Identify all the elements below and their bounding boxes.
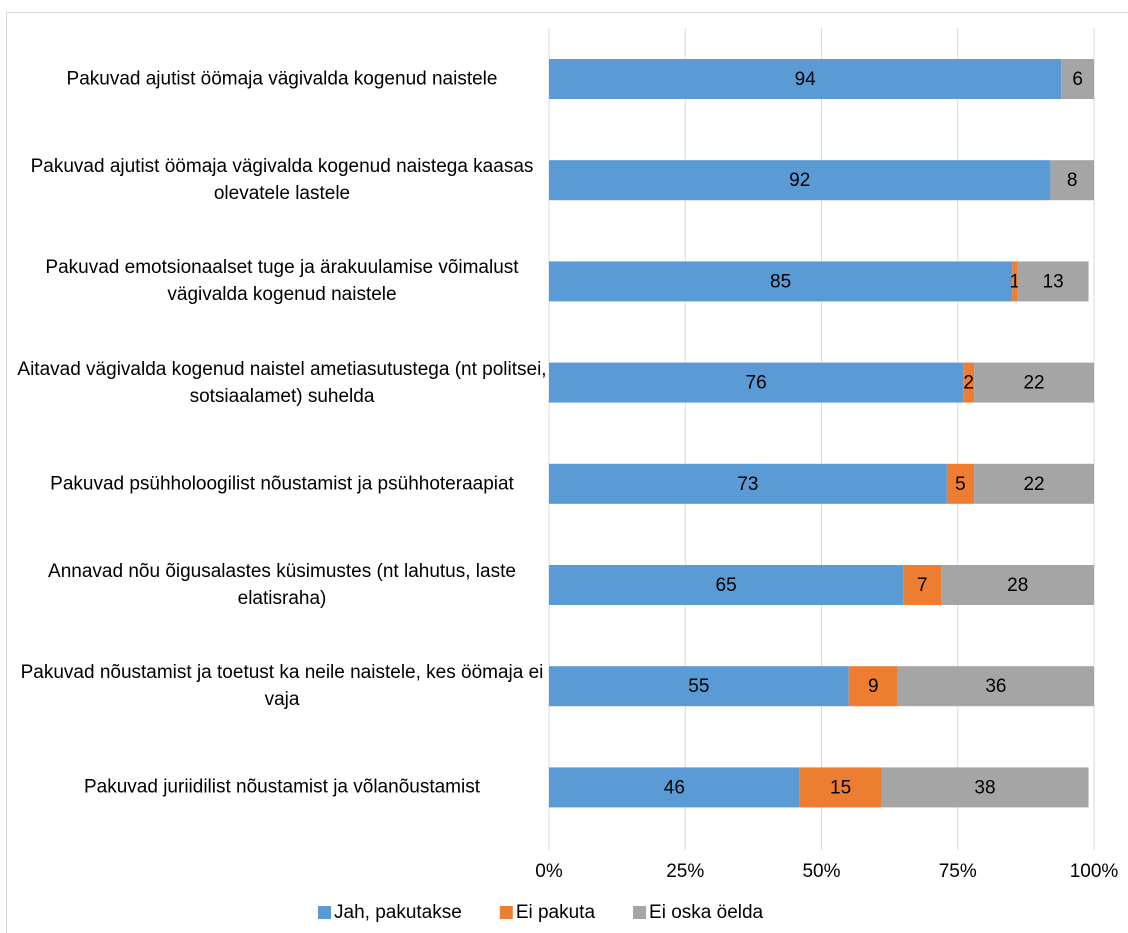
- bar-segment: [974, 463, 1094, 504]
- data-label: 73: [737, 474, 758, 495]
- legend-swatch: [633, 906, 647, 919]
- category-label: Pakuvad psühholoogilist nõustamist ja ps…: [50, 473, 514, 495]
- chart-border: [6, 12, 1128, 933]
- bar-segment: [1012, 261, 1018, 302]
- category-label: Pakuvad ajutist öömaja vägivalda kogenud…: [66, 68, 498, 90]
- legend-label: Ei pakuta: [516, 902, 596, 923]
- category-label: Annavad nõu õigusalastes küsimustes (nt …: [48, 561, 516, 609]
- legend-label: Jah, pakutakse: [334, 902, 462, 923]
- bar-segment: [848, 666, 898, 707]
- data-label: 65: [716, 575, 737, 596]
- bar-segment: [897, 666, 1094, 707]
- bar-segment: [1061, 59, 1094, 99]
- data-label: 94: [795, 69, 817, 90]
- data-label: 22: [1023, 474, 1044, 495]
- x-tick-label: 0%: [535, 861, 563, 882]
- bar-segment: [549, 59, 1062, 99]
- bar-segment: [963, 362, 975, 403]
- bar-segment: [799, 767, 882, 808]
- bar-segment: [946, 463, 975, 504]
- category-label: Pakuvad juriidilist nõustamist ja võlanõ…: [83, 776, 480, 798]
- x-tick-label: 25%: [666, 861, 704, 882]
- data-label: 38: [974, 777, 995, 798]
- bar-segment: [881, 767, 1089, 808]
- data-label: 22: [1023, 373, 1044, 394]
- data-label: 1: [1010, 271, 1021, 292]
- bar-segment: [549, 160, 1051, 201]
- bar-segment: [549, 565, 904, 605]
- x-tick-label: 100%: [1070, 861, 1119, 882]
- bar-segment: [549, 362, 964, 403]
- bar-segment: [549, 767, 800, 808]
- data-label: 7: [917, 575, 928, 596]
- data-label: 13: [1043, 271, 1064, 292]
- data-label: 15: [830, 777, 851, 798]
- data-label: 28: [1007, 575, 1028, 596]
- category-label: Aitavad vägivalda kogenud naistel ametia…: [17, 358, 547, 407]
- data-label: 92: [789, 170, 810, 191]
- bar-segment: [1050, 160, 1094, 201]
- bar-segment: [1017, 261, 1089, 302]
- bar-segment: [549, 261, 1013, 302]
- category-label: Pakuvad nõustamist ja toetust ka neile n…: [20, 662, 544, 711]
- data-label: 9: [868, 676, 879, 697]
- bar-segment: [549, 463, 947, 504]
- data-label: 2: [963, 373, 974, 394]
- data-label: 85: [770, 271, 791, 292]
- x-tick-label: 75%: [939, 861, 977, 882]
- legend-label: Ei oska öelda: [649, 902, 764, 923]
- bar-segment: [941, 565, 1094, 605]
- data-label: 8: [1067, 170, 1078, 191]
- bar-segment: [974, 362, 1094, 403]
- data-label: 76: [746, 373, 767, 394]
- data-label: 5: [955, 474, 966, 495]
- bar-segment: [549, 666, 849, 707]
- bar-segment: [903, 565, 942, 605]
- legend-swatch: [499, 906, 513, 919]
- category-label: Pakuvad ajutist öömaja vägivalda kogenud…: [30, 156, 534, 205]
- x-tick-label: 50%: [802, 861, 840, 882]
- data-label: 55: [688, 676, 709, 697]
- data-label: 46: [664, 777, 685, 798]
- legend-swatch: [318, 906, 331, 919]
- data-label: 36: [985, 676, 1006, 697]
- data-label: 6: [1072, 69, 1083, 90]
- category-label: Pakuvad emotsionaalset tuge ja ärakuulam…: [45, 257, 519, 306]
